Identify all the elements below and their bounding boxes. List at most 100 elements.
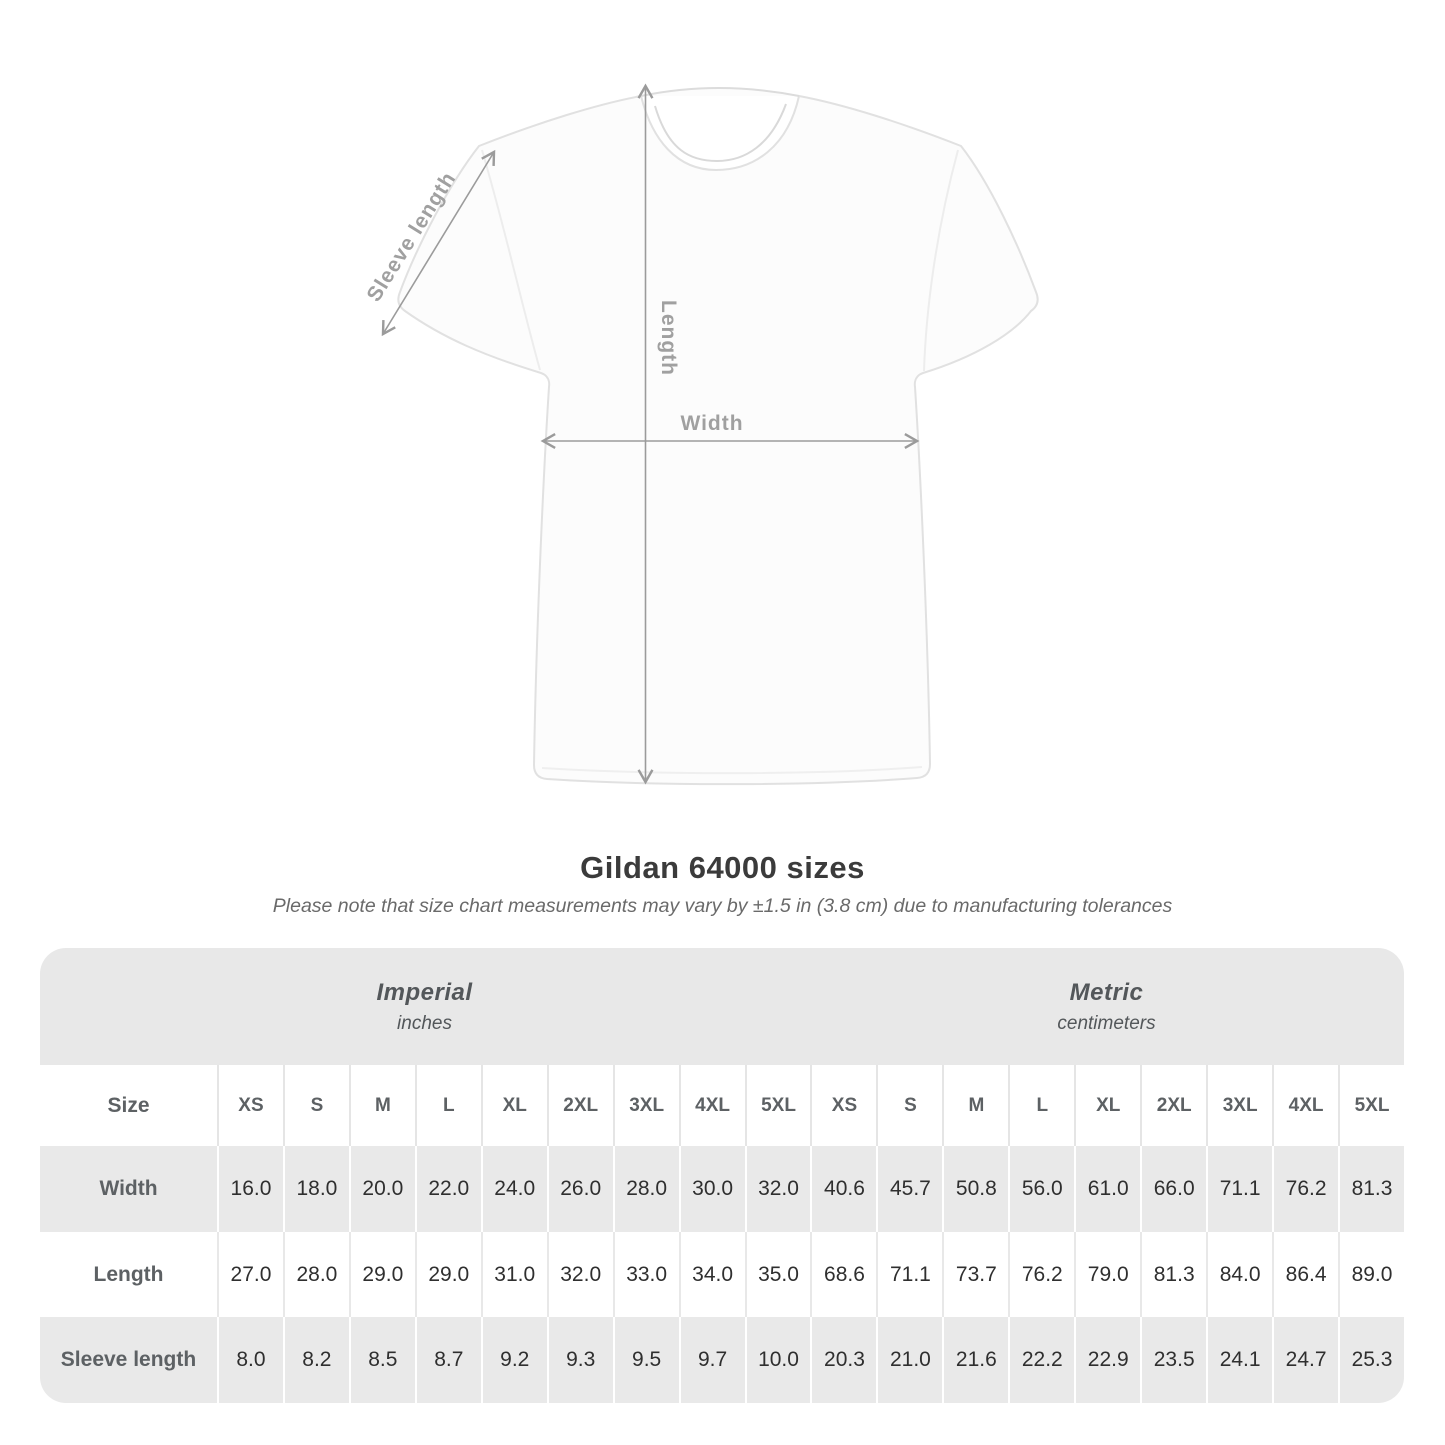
width-5xl-in: 32.0 <box>744 1146 811 1232</box>
table-row-sleeve-length: Sleeve length 8.0 8.2 8.5 8.7 9.2 9.3 9.… <box>40 1317 1404 1403</box>
tshirt-collar-back <box>640 87 800 97</box>
sleeve-5xl-cm: 25.3 <box>1338 1317 1404 1403</box>
length-2xl-in: 32.0 <box>546 1232 613 1317</box>
length-2xl-cm: 81.3 <box>1140 1232 1206 1317</box>
size-col-xl-metric: XL <box>1074 1065 1140 1146</box>
measurement-arrows <box>381 83 920 785</box>
width-2xl-in: 26.0 <box>546 1146 613 1232</box>
size-col-2xl-metric: 2XL <box>1140 1065 1206 1146</box>
length-l-in: 29.0 <box>414 1232 481 1317</box>
sleeve-4xl-cm: 24.7 <box>1272 1317 1338 1403</box>
width-xl-cm: 61.0 <box>1074 1146 1140 1232</box>
length-5xl-in: 35.0 <box>744 1232 811 1317</box>
sleeve-3xl-in: 9.5 <box>612 1317 679 1403</box>
sleeve-l-in: 8.7 <box>414 1317 481 1403</box>
width-label: Width <box>680 412 744 435</box>
row-label-sleeve-length: Sleeve length <box>60 1348 197 1371</box>
length-xl-cm: 79.0 <box>1074 1232 1140 1317</box>
width-xs-cm: 40.6 <box>810 1146 876 1232</box>
row-label-width: Width <box>99 1177 158 1200</box>
sleeve-xl-cm: 22.9 <box>1074 1317 1140 1403</box>
tshirt-hem-stitch <box>541 766 923 775</box>
width-m-cm: 50.8 <box>942 1146 1008 1232</box>
sleeve-2xl-in: 9.3 <box>546 1317 613 1403</box>
imperial-header: Imperial inches <box>40 948 809 1065</box>
length-label: Length <box>657 300 680 376</box>
sleeve-xs-cm: 20.3 <box>810 1317 876 1403</box>
imperial-unit: inches <box>397 1012 452 1034</box>
width-4xl-cm: 76.2 <box>1272 1146 1338 1232</box>
length-m-in: 29.0 <box>348 1232 415 1317</box>
sleeve-s-in: 8.2 <box>282 1317 349 1403</box>
sleeve-3xl-cm: 24.1 <box>1206 1317 1272 1403</box>
length-xl-in: 31.0 <box>480 1232 547 1317</box>
sleeve-l-cm: 22.2 <box>1008 1317 1074 1403</box>
size-col-s-imperial: S <box>282 1065 349 1146</box>
length-xs-in: 27.0 <box>217 1232 283 1317</box>
width-s-in: 18.0 <box>282 1146 349 1232</box>
sleeve-4xl-in: 9.7 <box>678 1317 745 1403</box>
width-s-cm: 45.7 <box>876 1146 942 1232</box>
sleeve-xs-in: 8.0 <box>217 1317 283 1403</box>
length-3xl-cm: 84.0 <box>1206 1232 1272 1317</box>
metric-unit: centimeters <box>1057 1012 1156 1034</box>
length-s-in: 28.0 <box>282 1232 349 1317</box>
size-col-l-imperial: L <box>414 1065 481 1146</box>
length-4xl-in: 34.0 <box>678 1232 745 1317</box>
row-label-length: Length <box>93 1262 164 1286</box>
metric-label: Metric <box>1069 978 1144 1006</box>
size-col-xs-metric: XS <box>810 1065 876 1146</box>
size-col-3xl-metric: 3XL <box>1206 1065 1272 1146</box>
size-col-5xl-metric: 5XL <box>1338 1065 1404 1146</box>
metric-header: Metric centimeters <box>809 948 1404 1065</box>
tshirt-collar-rib <box>654 103 787 163</box>
size-table: Imperial inches Metric centimeters Size … <box>40 948 1404 1403</box>
size-col-s-metric: S <box>876 1065 942 1146</box>
size-col-4xl-metric: 4XL <box>1272 1065 1338 1146</box>
size-header-row: Size XS S M L XL 2XL 3XL 4XL 5XL XS S M … <box>40 1065 1404 1146</box>
page-title: Gildan 64000 sizes <box>580 850 865 885</box>
size-col-4xl-imperial: 4XL <box>678 1065 745 1146</box>
tshirt-body <box>397 94 1039 786</box>
width-xl-in: 24.0 <box>480 1146 547 1232</box>
tolerance-note: Please note that size chart measurements… <box>272 895 1173 917</box>
length-l-cm: 76.2 <box>1008 1232 1074 1317</box>
sleeve-m-in: 8.5 <box>348 1317 415 1403</box>
width-5xl-cm: 81.3 <box>1338 1146 1404 1232</box>
size-col-m-metric: M <box>942 1065 1008 1146</box>
sleeve-5xl-in: 10.0 <box>744 1317 811 1403</box>
unit-band: Imperial inches Metric centimeters <box>40 948 1404 1065</box>
length-m-cm: 73.7 <box>942 1232 1008 1317</box>
width-m-in: 20.0 <box>348 1146 415 1232</box>
size-col-5xl-imperial: 5XL <box>744 1065 811 1146</box>
width-l-in: 22.0 <box>414 1146 481 1232</box>
table-row-length: Length 27.0 28.0 29.0 29.0 31.0 32.0 33.… <box>40 1232 1404 1317</box>
length-s-cm: 71.1 <box>876 1232 942 1317</box>
size-col-3xl-imperial: 3XL <box>612 1065 679 1146</box>
width-3xl-cm: 71.1 <box>1206 1146 1272 1232</box>
length-xs-cm: 68.6 <box>810 1232 876 1317</box>
imperial-label: Imperial <box>376 978 473 1006</box>
col-header-size: Size <box>107 1093 150 1117</box>
table-row-width: Width 16.0 18.0 20.0 22.0 24.0 26.0 28.0… <box>40 1146 1404 1232</box>
size-col-m-imperial: M <box>348 1065 415 1146</box>
sleeve-xl-in: 9.2 <box>480 1317 547 1403</box>
sleeve-m-cm: 21.6 <box>942 1317 1008 1403</box>
width-l-cm: 56.0 <box>1008 1146 1074 1232</box>
size-col-l-metric: L <box>1008 1065 1074 1146</box>
width-xs-in: 16.0 <box>217 1146 283 1232</box>
width-2xl-cm: 66.0 <box>1140 1146 1206 1232</box>
size-col-xs-imperial: XS <box>217 1065 283 1146</box>
size-col-xl-imperial: XL <box>480 1065 547 1146</box>
tshirt-image <box>397 87 1039 786</box>
width-3xl-in: 28.0 <box>612 1146 679 1232</box>
width-4xl-in: 30.0 <box>678 1146 745 1232</box>
sleeve-length-arrow <box>381 149 496 337</box>
size-col-2xl-imperial: 2XL <box>546 1065 613 1146</box>
sleeve-s-cm: 21.0 <box>876 1317 942 1403</box>
tshirt-right-sleeve-seam <box>923 149 959 372</box>
length-5xl-cm: 89.0 <box>1338 1232 1404 1317</box>
sleeve-2xl-cm: 23.5 <box>1140 1317 1206 1403</box>
